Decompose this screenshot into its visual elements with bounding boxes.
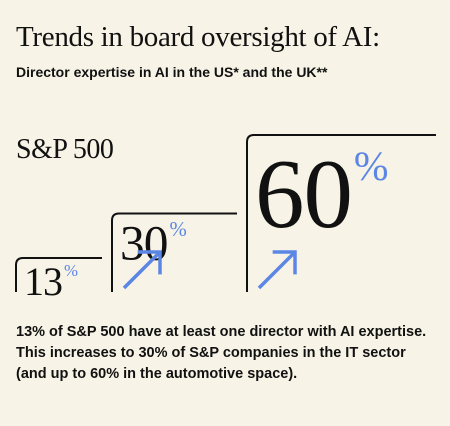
page-title: Trends in board oversight of AI: <box>16 21 380 53</box>
value-label: 13 <box>24 259 62 304</box>
bar-outline <box>246 134 436 292</box>
bar-1: 30% <box>111 212 237 292</box>
value-label: 60 <box>255 140 352 249</box>
page-subtitle: Director expertise in AI in the US* and … <box>16 64 328 80</box>
bar-outline <box>111 212 237 292</box>
bar-0: 13% <box>15 256 102 304</box>
caption-text: 13% of S&P 500 have at least one directo… <box>16 324 427 382</box>
percent-sign: % <box>354 143 389 189</box>
percent-sign: % <box>64 261 78 280</box>
arrow-up-right-icon <box>257 250 297 290</box>
arrow-up-right-icon <box>122 250 162 290</box>
percent-sign: % <box>169 218 186 241</box>
bar-outline <box>15 256 102 292</box>
bar-2: 60% <box>246 134 436 292</box>
index-label: S&P 500 <box>16 134 114 165</box>
